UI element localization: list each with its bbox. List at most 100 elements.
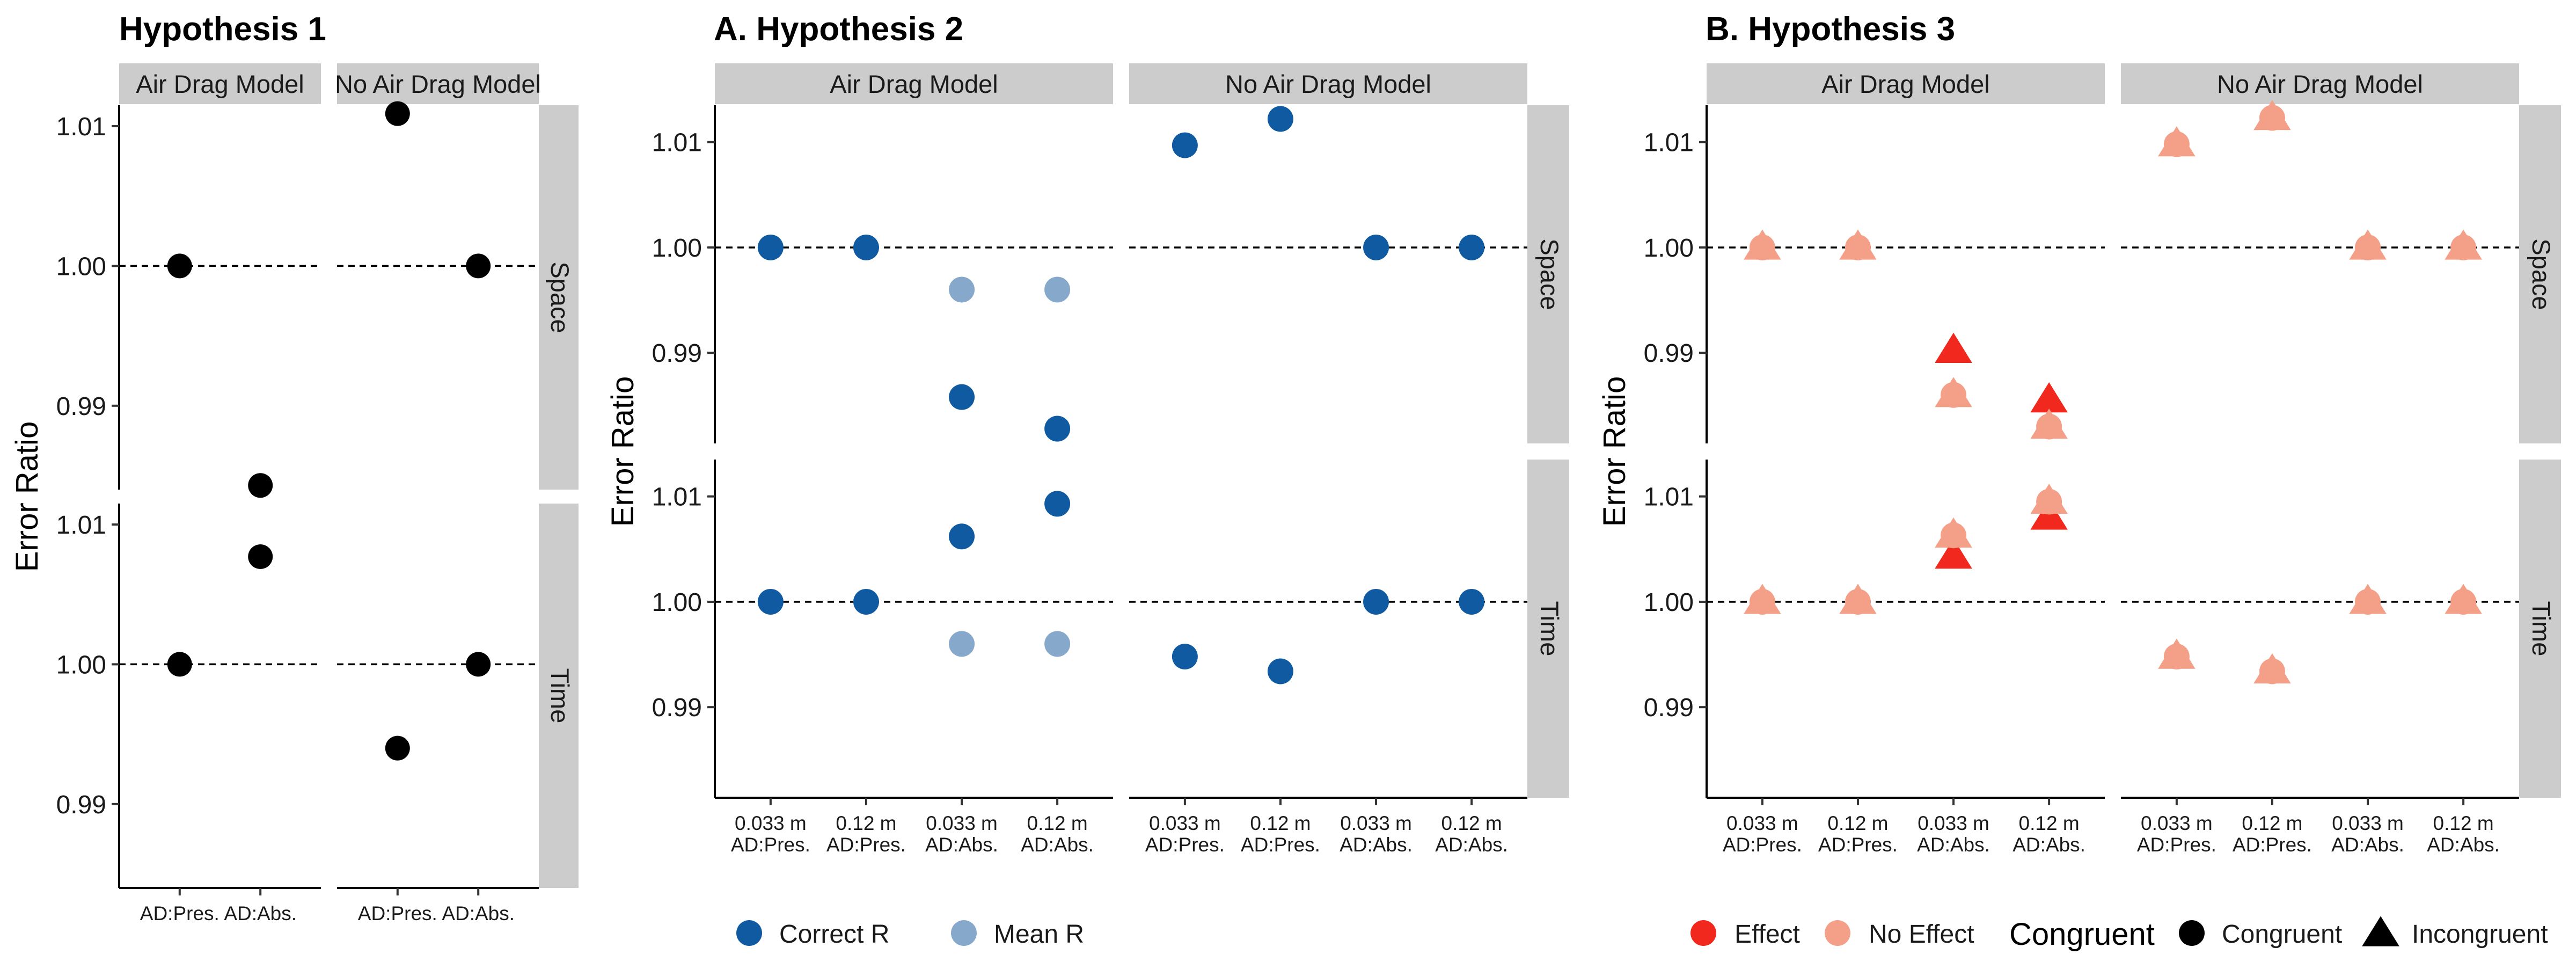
data-point <box>167 253 192 279</box>
y-tick-label: 0.99 <box>1644 694 1694 722</box>
x-tick-label: 0.033 m <box>2141 812 2213 834</box>
row-strip-label: Space <box>1535 238 1564 310</box>
data-point-triangle <box>2349 584 2387 614</box>
column-strip <box>337 63 539 104</box>
y-tick-label: 1.01 <box>1644 129 1694 157</box>
x-tick-label: AD:Abs. <box>224 902 297 924</box>
x-tick-label: AD:Pres. <box>1241 834 1320 856</box>
x-tick-label: 0.033 m <box>926 812 998 834</box>
x-tick-label: 0.033 m <box>1726 812 1798 834</box>
x-tick-label: 0.033 m <box>2332 812 2404 834</box>
data-point-correct-r <box>949 384 975 410</box>
column-strip-label: Air Drag Model <box>830 70 998 98</box>
x-tick-label: AD:Abs. <box>925 834 998 856</box>
column-strip-label: Air Drag Model <box>1821 70 1989 98</box>
legend-label: Effect <box>1735 920 1800 949</box>
column-strip <box>119 63 321 104</box>
legend-label: No Effect <box>1869 920 1974 949</box>
x-tick-label: 0.12 m <box>1441 812 1502 834</box>
legend-label: Incongruent <box>2412 920 2548 949</box>
legend-swatch-effect <box>1690 920 1716 946</box>
legend-label: Mean R <box>994 920 1084 949</box>
column-strip <box>1707 63 2105 104</box>
y-tick-label: 1.00 <box>652 588 702 617</box>
data-point-triangle <box>2158 126 2196 157</box>
data-point-mean-r <box>949 276 975 303</box>
y-tick-label: 0.99 <box>56 392 106 421</box>
x-tick-label: 0.033 m <box>1149 812 1221 834</box>
x-tick-label: 0.12 m <box>2242 812 2302 834</box>
data-point-correct-r <box>1363 588 1389 615</box>
data-point-correct-r <box>757 588 784 615</box>
x-tick-label: AD:Abs. <box>2427 834 2500 856</box>
data-point-triangle <box>2349 229 2387 260</box>
legend-swatch <box>951 920 977 946</box>
x-tick-label: 0.12 m <box>1827 812 1888 834</box>
data-point-triangle <box>2445 229 2482 260</box>
y-tick-label: 1.01 <box>56 113 106 141</box>
data-point-correct-r <box>1267 658 1293 684</box>
x-tick-label: AD:Pres. <box>358 902 437 924</box>
y-tick-label: 1.01 <box>56 511 106 540</box>
x-tick-label: 0.12 m <box>2019 812 2080 834</box>
x-tick-label: AD:Pres. <box>731 834 810 856</box>
x-tick-label: 0.033 m <box>1918 812 1989 834</box>
row-strip <box>2519 460 2561 798</box>
data-point-correct-r <box>853 588 879 615</box>
y-axis-label: Error Ratio <box>10 421 45 572</box>
chart-title: B. Hypothesis 3 <box>1706 11 1955 48</box>
y-tick-label: 0.99 <box>652 339 702 368</box>
row-strip-label: Time <box>2527 601 2556 657</box>
x-tick-label: 0.12 m <box>2433 812 2494 834</box>
x-tick-label: AD:Abs. <box>2012 834 2085 856</box>
x-tick-label: AD:Abs. <box>1340 834 1413 856</box>
data-point-correct-r <box>1459 234 1485 260</box>
column-strip <box>2121 63 2519 104</box>
column-strip <box>715 63 1113 104</box>
y-tick-label: 0.99 <box>1644 339 1694 368</box>
data-point <box>248 473 273 498</box>
x-tick-label: AD:Abs. <box>1435 834 1508 856</box>
data-point-triangle <box>2253 653 2291 684</box>
y-tick-label: 1.00 <box>56 651 106 679</box>
data-point-triangle <box>2030 484 2068 514</box>
y-tick-label: 1.00 <box>56 252 106 281</box>
data-point <box>385 101 410 126</box>
row-strip-label: Space <box>546 261 574 333</box>
x-tick-label: AD:Abs. <box>442 902 515 924</box>
y-axis-label: Error Ratio <box>605 376 640 527</box>
data-point-mean-r <box>949 631 975 657</box>
x-tick-label: 0.12 m <box>1250 812 1311 834</box>
legend-swatch-no-effect <box>1825 920 1850 946</box>
data-point-triangle <box>1744 229 1781 260</box>
y-tick-label: 1.01 <box>1644 483 1694 512</box>
data-point-correct-r <box>1044 416 1071 442</box>
x-tick-label: 0.033 m <box>735 812 807 834</box>
data-point-correct-r <box>853 234 879 260</box>
data-point <box>466 652 491 677</box>
data-point-triangle <box>2158 638 2196 669</box>
y-axis-label: Error Ratio <box>1597 376 1632 527</box>
legend-swatch <box>736 920 762 946</box>
y-tick-label: 1.00 <box>1644 588 1694 617</box>
data-point-triangle <box>2253 100 2291 130</box>
row-strip <box>539 504 579 888</box>
x-tick-label: AD:Pres. <box>1818 834 1898 856</box>
data-point-triangle <box>1744 584 1781 614</box>
data-point-mean-r <box>1044 631 1071 657</box>
data-point-correct-r <box>757 234 784 260</box>
chart-3: B. Hypothesis 3 Air Drag Model No Air Drag… <box>1597 11 2561 952</box>
x-tick-label: 0.033 m <box>1340 812 1412 834</box>
chart-2: A. Hypothesis 2 Air Drag Model No Air Drag… <box>605 11 1569 949</box>
data-point-triangle <box>1935 538 1972 569</box>
data-point-triangle <box>1839 584 1877 614</box>
y-tick-label: 1.00 <box>652 234 702 263</box>
data-point-correct-r <box>1172 644 1198 670</box>
data-point-triangle <box>1839 229 1877 260</box>
y-tick-label: 1.00 <box>1644 234 1694 263</box>
data-point-correct-r <box>1267 106 1293 132</box>
column-strip-label: No Air Drag Model <box>335 70 541 98</box>
x-tick-label: AD:Pres. <box>140 902 219 924</box>
row-strip <box>2519 105 2561 443</box>
